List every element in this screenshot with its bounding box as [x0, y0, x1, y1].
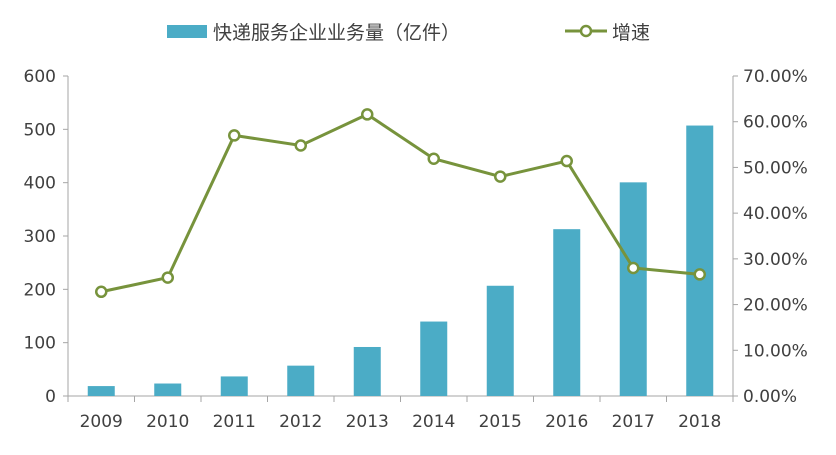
- bar-2018: [686, 125, 714, 397]
- bar-2010: [154, 383, 182, 396]
- bar-2012: [287, 365, 315, 396]
- x-tick-label: 2011: [213, 412, 256, 432]
- bar-2016: [553, 229, 581, 396]
- bar-2013: [353, 346, 381, 396]
- growth-point-2010: [161, 271, 174, 284]
- left-tick-label: 600: [24, 67, 56, 87]
- right-tick-label: 40.00%: [743, 204, 808, 224]
- x-tick-label: 2009: [80, 412, 123, 432]
- bar-2015: [486, 285, 514, 396]
- right-tick-label: 0.00%: [743, 387, 797, 407]
- right-tick-label: 60.00%: [743, 113, 808, 133]
- growth-point-2013: [361, 108, 374, 121]
- right-tick-label: 10.00%: [743, 341, 808, 361]
- legend-bar-swatch: [167, 25, 207, 38]
- x-tick-label: 2016: [545, 412, 588, 432]
- bar-2009: [87, 386, 115, 396]
- x-tick-label: 2014: [412, 412, 455, 432]
- x-tick-label: 2013: [346, 412, 389, 432]
- x-tick-label: 2010: [146, 412, 189, 432]
- bar-2017: [619, 182, 647, 396]
- x-tick-label: 2017: [612, 412, 655, 432]
- legend-line-label: 增速: [612, 22, 650, 44]
- growth-point-2014: [427, 152, 440, 165]
- right-tick-label: 20.00%: [743, 296, 808, 316]
- right-tick-label: 70.00%: [743, 67, 808, 87]
- growth-point-2018: [693, 268, 706, 281]
- x-tick-label: 2015: [479, 412, 522, 432]
- growth-point-2009: [95, 285, 108, 299]
- left-tick-label: 300: [24, 227, 56, 247]
- bar-2014: [420, 321, 448, 396]
- left-tick-label: 200: [24, 280, 56, 300]
- right-tick-label: 50.00%: [743, 158, 808, 178]
- growth-point-2016: [560, 154, 573, 168]
- left-tick-label: 100: [24, 334, 56, 354]
- x-tick-label: 2012: [279, 412, 322, 432]
- legend-line-marker: [579, 24, 593, 38]
- growth-point-2015: [494, 170, 507, 183]
- left-tick-label: 400: [24, 174, 56, 194]
- x-tick-label: 2018: [678, 412, 721, 432]
- growth-point-2011: [228, 129, 241, 142]
- legend-bar-label: 快递服务企业业务量（亿件）: [213, 22, 460, 44]
- growth-point-2017: [627, 261, 640, 275]
- bar-2011: [220, 376, 248, 396]
- right-tick-label: 30.00%: [743, 250, 808, 270]
- left-tick-label: 0: [45, 387, 56, 407]
- growth-point-2012: [294, 139, 307, 152]
- left-tick-label: 500: [24, 120, 56, 140]
- growth-line: [100, 112, 700, 294]
